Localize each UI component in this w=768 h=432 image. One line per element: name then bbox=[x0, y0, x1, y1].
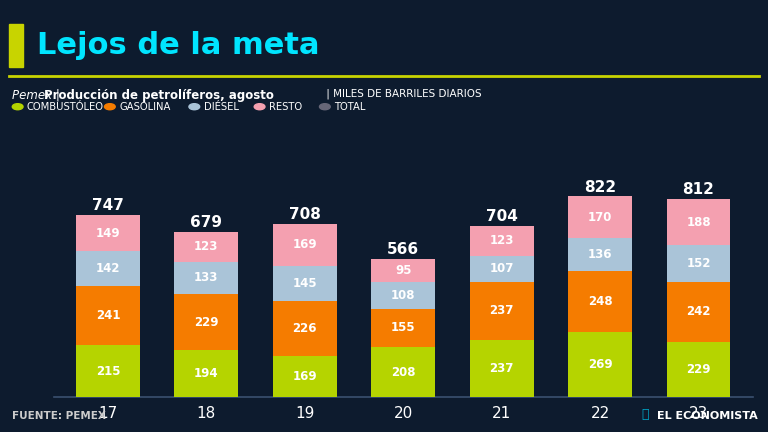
Text: 95: 95 bbox=[395, 264, 412, 277]
Bar bbox=[273, 224, 336, 266]
Bar bbox=[76, 215, 140, 251]
Bar bbox=[470, 282, 534, 340]
Bar bbox=[568, 271, 632, 332]
Text: 194: 194 bbox=[194, 367, 219, 380]
Bar bbox=[371, 309, 435, 346]
Bar bbox=[371, 346, 435, 397]
Text: Lejos de la meta: Lejos de la meta bbox=[37, 31, 319, 60]
Text: Producción de petrolíferos, agosto: Producción de petrolíferos, agosto bbox=[44, 89, 273, 102]
Bar bbox=[174, 294, 238, 350]
Text: 747: 747 bbox=[92, 198, 124, 213]
Text: 269: 269 bbox=[588, 358, 612, 371]
Text: 248: 248 bbox=[588, 295, 612, 308]
Bar bbox=[667, 342, 730, 397]
Text: 208: 208 bbox=[391, 365, 415, 378]
Bar bbox=[470, 226, 534, 256]
Bar bbox=[174, 350, 238, 397]
Bar bbox=[667, 200, 730, 245]
Text: 133: 133 bbox=[194, 271, 219, 284]
Bar bbox=[371, 259, 435, 283]
Text: 708: 708 bbox=[289, 207, 321, 222]
Text: 215: 215 bbox=[96, 365, 120, 378]
Text: 169: 169 bbox=[293, 238, 317, 251]
Text: Pemex |: Pemex | bbox=[12, 89, 63, 102]
Text: 169: 169 bbox=[293, 370, 317, 383]
Bar bbox=[470, 256, 534, 282]
Text: 229: 229 bbox=[194, 316, 219, 329]
Text: 188: 188 bbox=[686, 216, 711, 229]
Bar bbox=[273, 266, 336, 301]
Text: 142: 142 bbox=[96, 262, 120, 275]
Text: 566: 566 bbox=[387, 242, 419, 257]
Text: EL ECONOMISTA: EL ECONOMISTA bbox=[657, 411, 757, 421]
Text: 107: 107 bbox=[489, 262, 514, 275]
Text: 170: 170 bbox=[588, 211, 612, 224]
Bar bbox=[568, 238, 632, 271]
Text: | MILES DE BARRILES DIARIOS: | MILES DE BARRILES DIARIOS bbox=[323, 89, 482, 99]
Text: 155: 155 bbox=[391, 321, 415, 334]
Text: 704: 704 bbox=[485, 209, 518, 224]
Bar bbox=[568, 332, 632, 397]
Text: DIÉSEL: DIÉSEL bbox=[204, 102, 238, 112]
Text: 242: 242 bbox=[687, 305, 710, 318]
Text: 108: 108 bbox=[391, 289, 415, 302]
Bar bbox=[273, 356, 336, 397]
Bar bbox=[273, 301, 336, 356]
Bar bbox=[76, 251, 140, 286]
Bar bbox=[568, 197, 632, 238]
Text: 152: 152 bbox=[687, 257, 710, 270]
Text: 237: 237 bbox=[489, 304, 514, 317]
Text: 237: 237 bbox=[489, 362, 514, 375]
Bar bbox=[174, 262, 238, 294]
Text: 123: 123 bbox=[194, 240, 219, 253]
Bar bbox=[667, 283, 730, 342]
Text: 241: 241 bbox=[96, 309, 120, 322]
Text: 229: 229 bbox=[687, 363, 710, 376]
Text: ⓔ: ⓔ bbox=[641, 408, 649, 421]
Text: 822: 822 bbox=[584, 180, 616, 194]
Text: 123: 123 bbox=[489, 234, 514, 247]
Text: RESTO: RESTO bbox=[269, 102, 302, 112]
Bar bbox=[667, 245, 730, 283]
Bar bbox=[76, 345, 140, 397]
Text: 136: 136 bbox=[588, 248, 612, 261]
Text: TOTAL: TOTAL bbox=[334, 102, 366, 112]
Bar bbox=[174, 232, 238, 262]
Text: 149: 149 bbox=[95, 227, 121, 240]
Text: 679: 679 bbox=[190, 215, 222, 230]
Text: FUENTE: PEMEX: FUENTE: PEMEX bbox=[12, 411, 105, 421]
Text: 226: 226 bbox=[293, 322, 317, 335]
Text: 145: 145 bbox=[293, 277, 317, 290]
Text: COMBUSTÓLEO: COMBUSTÓLEO bbox=[27, 102, 104, 112]
Bar bbox=[76, 286, 140, 345]
Bar bbox=[371, 283, 435, 309]
Text: 812: 812 bbox=[683, 182, 714, 197]
Bar bbox=[470, 340, 534, 397]
Text: GASOLINA: GASOLINA bbox=[119, 102, 170, 112]
